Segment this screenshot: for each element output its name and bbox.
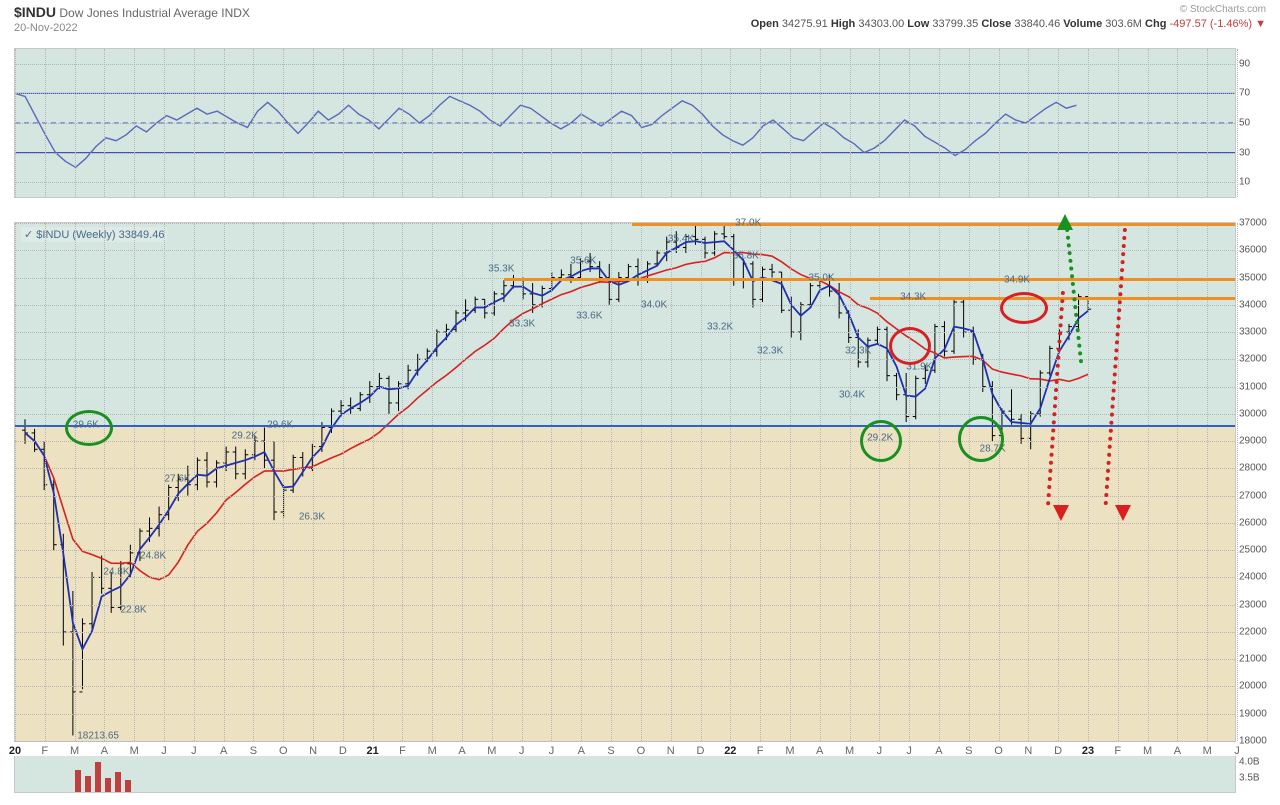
price-label: 30.4K [839, 389, 865, 400]
price-label: 35.3K [488, 264, 514, 275]
rsi-panel: 1030507090 [14, 48, 1236, 198]
annotation-circle [860, 420, 902, 462]
annotation-circle [889, 327, 931, 365]
ohlc-summary: Open 34275.91 High 34303.00 Low 33799.35… [751, 18, 1266, 30]
annotation-circle [65, 410, 113, 446]
price-label: 33.3K [509, 318, 535, 329]
annotation-circle [1000, 292, 1048, 324]
price-label: 24.8K [103, 566, 129, 577]
symbol: $INDU [14, 4, 56, 20]
price-label: 35.4K [668, 234, 694, 245]
volume-panel: 4.0B3.5B [14, 756, 1236, 793]
price-label: 18213.65 [77, 730, 119, 741]
chart-container: $INDU Dow Jones Industrial Average INDX … [0, 0, 1280, 805]
price-label: 29.2K [232, 430, 258, 441]
price-label: 33.2K [707, 321, 733, 332]
security-name: Dow Jones Industrial Average INDX [59, 6, 250, 20]
price-label: 35.6K [570, 256, 596, 267]
price-label: 22.8K [120, 605, 146, 616]
price-chart [15, 223, 1237, 741]
price-label: 34.3K [900, 291, 926, 302]
price-label: 34.0K [641, 299, 667, 310]
annotation-circle [958, 416, 1004, 462]
price-label: 34.9K [1004, 275, 1030, 286]
price-label: 26.3K [299, 512, 325, 523]
price-label: 33.6K [576, 310, 602, 321]
credit-text: © StockCharts.com [1180, 4, 1266, 15]
price-panel: ✓ $INDU (Weekly) 33849.46 18000190002000… [14, 222, 1236, 742]
price-label: 29.6K [267, 419, 293, 430]
price-label: 35.0K [808, 272, 834, 283]
price-label: 32.3K [757, 346, 783, 357]
price-label: 27.6K [164, 474, 190, 485]
price-label: 35.8K [733, 250, 759, 261]
price-label: 37.0K [735, 218, 761, 229]
price-label: 24.8K [140, 550, 166, 561]
price-label: 32.3K [845, 346, 871, 357]
